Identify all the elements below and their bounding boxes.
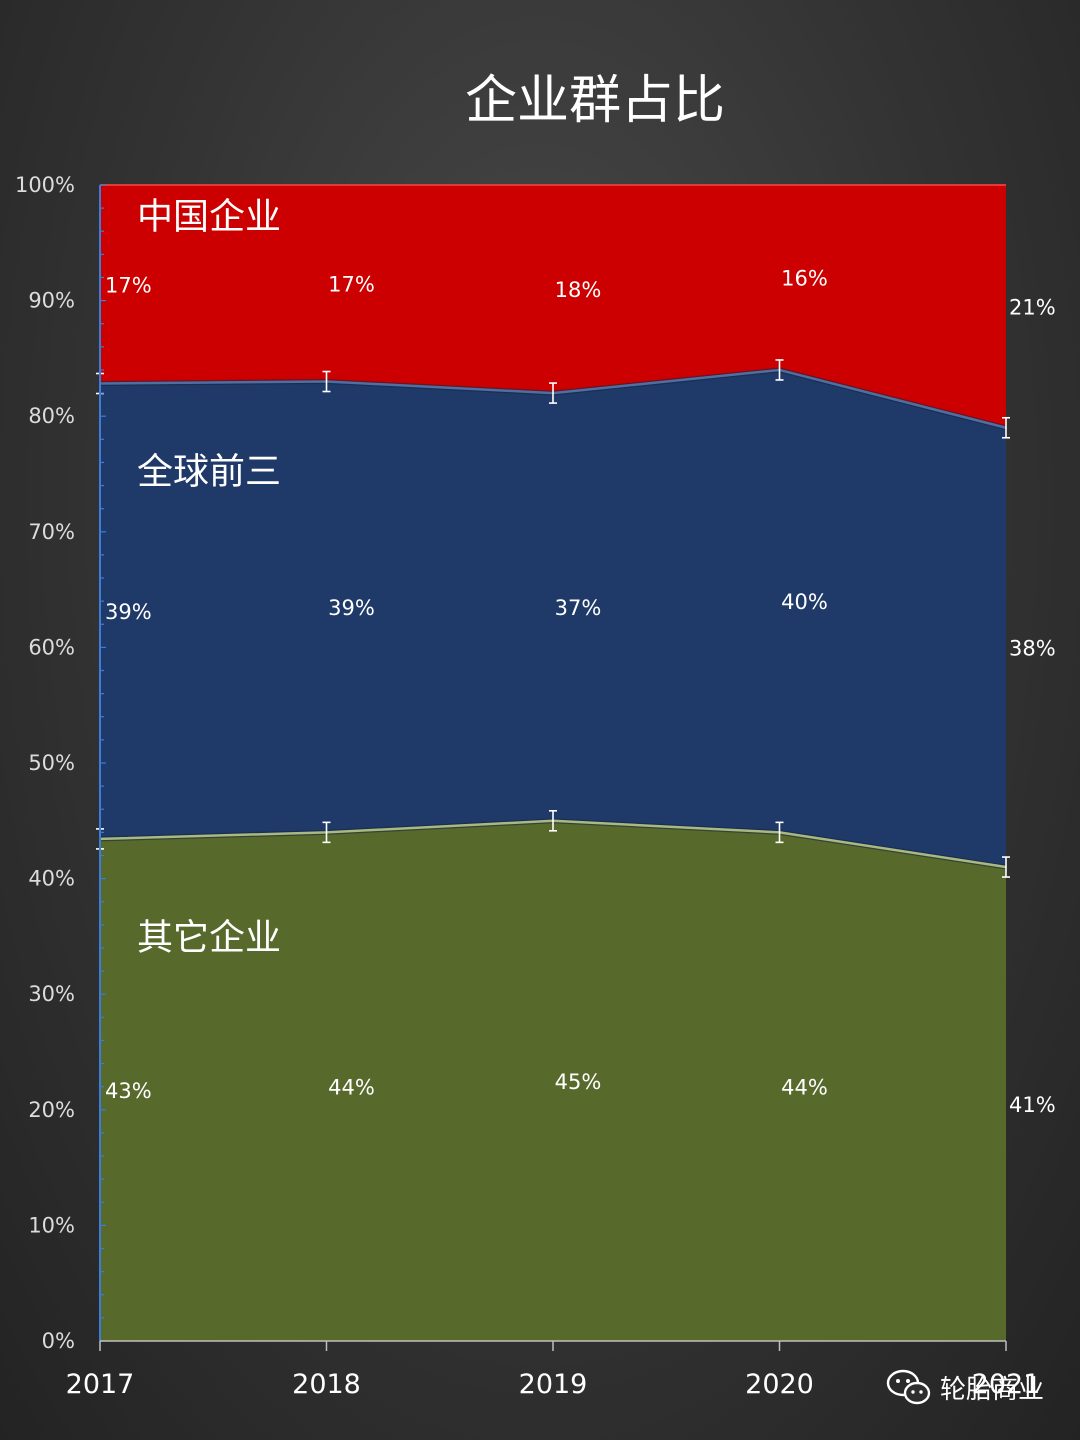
wechat-icon <box>886 1369 931 1405</box>
data-label: 17% <box>328 272 375 296</box>
data-label: 21% <box>1009 295 1056 319</box>
y-tick-label: 100% <box>15 173 75 197</box>
x-tick-label: 2020 <box>745 1369 814 1400</box>
y-tick-label: 80% <box>28 404 75 428</box>
data-label: 43% <box>105 1079 152 1103</box>
area-1 <box>100 820 1006 1341</box>
y-tick-label: 90% <box>28 289 75 313</box>
data-label: 45% <box>555 1070 602 1094</box>
x-tick-label: 2021 <box>972 1369 1041 1400</box>
area-2 <box>100 369 1006 868</box>
watermark: 轮胎商业 <box>886 1368 1044 1406</box>
y-tick-label: 60% <box>28 635 75 659</box>
data-label: 17% <box>105 273 152 297</box>
series-label-3: 中国企业 <box>137 197 281 238</box>
data-label: 41% <box>1009 1093 1056 1117</box>
y-tick-label: 30% <box>28 982 75 1006</box>
data-label: 39% <box>105 600 152 624</box>
y-tick-label: 40% <box>28 867 75 891</box>
x-tick-label: 2017 <box>66 1369 135 1400</box>
x-tick-label: 2018 <box>292 1369 361 1400</box>
y-tick-label: 20% <box>28 1098 75 1122</box>
data-label: 44% <box>781 1076 828 1100</box>
chart-title: 企业群占比 <box>465 71 725 131</box>
data-label: 16% <box>781 266 828 290</box>
data-label: 38% <box>1009 636 1056 660</box>
watermark-text: 轮胎商业 <box>939 1374 1044 1405</box>
y-tick-label: 10% <box>28 1213 75 1237</box>
data-label: 44% <box>328 1076 375 1100</box>
x-tick-label: 2019 <box>519 1369 588 1400</box>
data-label: 37% <box>555 596 602 620</box>
y-tick-label: 70% <box>28 520 75 544</box>
data-label: 18% <box>555 278 602 302</box>
series-label-2: 全球前三 <box>137 452 281 493</box>
series-label-1: 其它企业 <box>137 917 281 958</box>
data-label: 39% <box>328 596 375 620</box>
data-label: 40% <box>781 590 828 614</box>
y-tick-label: 50% <box>28 751 75 775</box>
y-tick-label: 0% <box>42 1329 75 1353</box>
